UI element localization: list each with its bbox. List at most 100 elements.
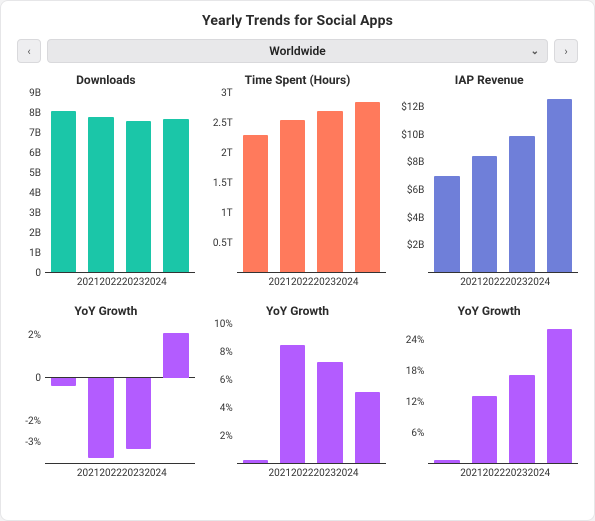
y-tick-label: -2% (25, 416, 41, 427)
chart-panel-time-spent: Time Spent (Hours)3T2.5T2T1.5T1T0.5T2021… (209, 73, 387, 288)
bar (472, 396, 497, 463)
y-tick-label: 2.5T (213, 118, 233, 129)
y-tick-label: 6B (29, 148, 41, 159)
y-tick-label: 2T (221, 148, 233, 159)
bar-slot (120, 324, 157, 464)
bar (243, 460, 268, 463)
y-axis: 24%18%12%6% (400, 324, 428, 464)
x-tick-label: 2021 (460, 277, 482, 288)
chart-plot-area: 24%18%12%6% (400, 324, 578, 464)
chart-plot-area: 2% 0 -2% -3% (17, 324, 195, 464)
x-tick-label: 2024 (528, 468, 550, 479)
bar (51, 378, 76, 387)
bar-slot (237, 324, 274, 463)
y-tick-label: 2% (220, 431, 233, 442)
chart-title: YoY Growth (266, 304, 329, 318)
y-tick-label: $4B (407, 213, 424, 224)
y-tick-label: 1T (221, 208, 233, 219)
x-tick-label: 2023 (122, 468, 144, 479)
x-tick-label: 2023 (313, 277, 335, 288)
x-tick-label: 2024 (336, 468, 358, 479)
bar-slot (541, 93, 578, 272)
chart-plot-area: $12B$10B$8B$6B$4B$2B (400, 93, 578, 273)
y-tick-label: 3B (29, 208, 41, 219)
chevron-right-icon: › (564, 45, 567, 58)
y-tick-label: 8B (29, 108, 41, 119)
bar-slot (157, 93, 194, 272)
bar (280, 345, 305, 463)
x-tick-label: 2022 (291, 468, 313, 479)
bar-slot (349, 324, 386, 463)
bar (88, 117, 113, 272)
y-tick-label: 0 (35, 373, 41, 384)
y-tick-label: -3% (25, 437, 41, 448)
chart-title: Time Spent (Hours) (245, 73, 351, 87)
y-tick-label: 6% (411, 428, 424, 439)
y-tick-label: 18% (406, 366, 425, 377)
bar-slot (466, 93, 503, 272)
x-tick-label: 2022 (483, 277, 505, 288)
region-label: Worldwide (269, 44, 326, 58)
x-tick-label: 2023 (122, 277, 144, 288)
chart-panel-iap-revenue: IAP Revenue$12B$10B$8B$6B$4B$2B202120222… (400, 73, 578, 288)
plot (428, 93, 578, 273)
region-next-button[interactable]: › (554, 39, 578, 63)
chart-plot-area: 3T2.5T2T1.5T1T0.5T (209, 93, 387, 273)
x-tick-label: 2024 (144, 277, 166, 288)
x-tick-label: 2023 (313, 468, 335, 479)
chart-title: YoY Growth (458, 304, 521, 318)
y-tick-label: 2% (28, 330, 41, 341)
bar (355, 102, 380, 272)
chart-title: YoY Growth (74, 304, 137, 318)
plot (428, 324, 578, 464)
bar (434, 176, 459, 272)
region-prev-button[interactable]: ‹ (17, 39, 41, 63)
bar (51, 111, 76, 272)
y-tick-label: 8% (220, 347, 233, 358)
x-tick-label: 2022 (291, 277, 313, 288)
bar (88, 378, 113, 458)
y-tick-label: 9B (29, 88, 41, 99)
y-tick-label: $8B (407, 157, 424, 168)
bar-slot (45, 93, 82, 272)
x-tick-label: 2023 (505, 277, 527, 288)
bar (317, 111, 342, 272)
plot (45, 324, 195, 464)
bar (434, 460, 459, 463)
x-tick-label: 2021 (460, 468, 482, 479)
x-axis: 2021202220232024 (237, 468, 359, 479)
bar (509, 136, 534, 272)
x-axis: 2021202220232024 (45, 277, 167, 288)
x-tick-label: 2023 (505, 468, 527, 479)
x-axis: 2021202220232024 (45, 468, 167, 479)
region-selector-row: ‹ Worldwide ⌄ › (17, 39, 578, 63)
bar (163, 119, 188, 272)
bar-slot (274, 93, 311, 272)
y-tick-label: 1.5T (213, 178, 233, 189)
bar-slot (541, 324, 578, 463)
y-tick-label: 4B (29, 188, 41, 199)
x-tick-label: 2024 (528, 277, 550, 288)
bar-slot (45, 324, 82, 464)
y-tick-label: 1B (29, 248, 41, 259)
bar-slot (82, 93, 119, 272)
dashboard-card: Yearly Trends for Social Apps ‹ Worldwid… (0, 0, 595, 521)
bar (126, 378, 151, 449)
bar-slot (237, 93, 274, 272)
x-tick-label: 2022 (99, 468, 121, 479)
y-axis: $12B$10B$8B$6B$4B$2B (400, 93, 428, 273)
bar-slot (428, 93, 465, 272)
bar-slot (503, 324, 540, 463)
region-select[interactable]: Worldwide ⌄ (47, 39, 548, 63)
bar (280, 120, 305, 272)
x-tick-label: 2021 (269, 277, 291, 288)
y-axis: 9B8B7B6B5B4B3B2B1B0 (17, 93, 45, 273)
chart-panel-yoy-iap: YoY Growth24%18%12%6%2021202220232024 (400, 304, 578, 479)
y-tick-label: 0.5T (213, 238, 233, 249)
bar (547, 329, 572, 463)
y-tick-label: 24% (406, 335, 425, 346)
bar-slot (349, 93, 386, 272)
y-axis: 10%8%6%4%2% (209, 324, 237, 464)
chart-plot-area: 10%8%6%4%2% (209, 324, 387, 464)
bar-slot (466, 324, 503, 463)
